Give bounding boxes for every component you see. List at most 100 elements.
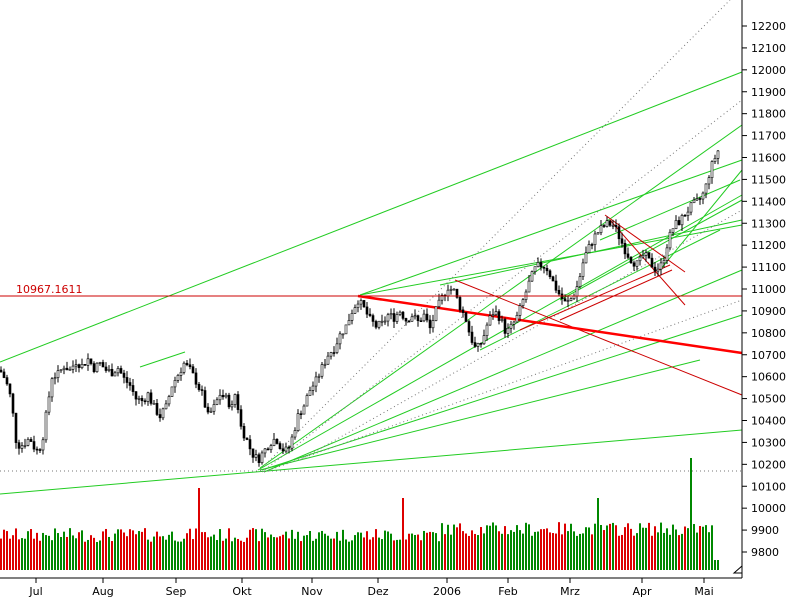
candle-body: [266, 448, 270, 451]
candle-body: [662, 260, 666, 264]
volume-bar: [312, 540, 314, 570]
volume-bar: [228, 528, 230, 570]
volume-bar: [474, 533, 476, 570]
volume-bar: [195, 528, 197, 570]
candle-body: [455, 288, 459, 298]
volume-bar: [558, 522, 560, 570]
candle-body: [710, 161, 714, 178]
volume-bar: [96, 541, 98, 570]
candle-body: [623, 243, 627, 255]
volume-bar: [180, 541, 182, 570]
candle-body: [98, 362, 102, 364]
candle-body: [317, 375, 321, 378]
candle-body: [704, 183, 708, 194]
candle-body: [0, 369, 3, 373]
candle-body: [563, 298, 567, 302]
volume-bar: [444, 534, 446, 570]
volume-bar: [333, 538, 335, 570]
candle-body: [155, 403, 159, 415]
candle-body: [200, 389, 204, 391]
volume-bar: [258, 541, 260, 570]
candle-body: [92, 363, 96, 373]
candle-body: [128, 382, 132, 386]
volume-bar: [36, 532, 38, 570]
x-tick-label: Dez: [367, 585, 388, 598]
trend-lines: [0, 0, 743, 495]
candle-body: [467, 321, 471, 333]
volume-bar: [264, 532, 266, 570]
green-trend-line: [259, 359, 701, 471]
volume-bar: [21, 538, 23, 570]
candle-body: [146, 392, 150, 402]
candle-body: [272, 438, 276, 446]
candle-body: [164, 403, 168, 410]
candle-body: [713, 158, 717, 162]
volume-bar: [528, 524, 530, 570]
volume-bar: [555, 533, 557, 570]
candle-body: [632, 262, 636, 267]
volume-bar: [414, 534, 416, 570]
volume-bar: [27, 531, 29, 570]
candle-body: [437, 299, 441, 308]
candle-body: [170, 386, 174, 397]
y-axis-ticks: 12200 12100 12000 11900 11800 11700 11600 11500…: [742, 20, 786, 559]
candle-body: [614, 224, 618, 228]
volume-bar: [330, 538, 332, 570]
volume-bar: [105, 528, 107, 570]
y-tick-label: 11500: [751, 173, 786, 186]
candle-body: [602, 225, 606, 227]
volume-bar: [294, 538, 296, 570]
volume-bar: [384, 530, 386, 570]
volume-bar: [522, 533, 524, 570]
green-trend-line: [559, 199, 743, 301]
volume-bar: [207, 537, 209, 570]
volume-bar: [222, 540, 224, 570]
volume-bar: [510, 530, 512, 570]
candle-body: [521, 299, 525, 307]
candle-body: [371, 315, 375, 322]
volume-bar: [147, 539, 149, 570]
candle-body: [398, 311, 402, 315]
candle-body: [32, 441, 36, 450]
candle-body: [284, 446, 288, 452]
volume-bar: [642, 527, 644, 570]
volume-bar: [351, 540, 353, 570]
candle-body: [446, 289, 450, 297]
candle-body: [338, 333, 342, 345]
candle-body: [17, 442, 21, 449]
candle-body: [395, 314, 399, 322]
candle-body: [356, 303, 360, 308]
candle-body: [425, 313, 429, 321]
candle-body: [392, 313, 396, 322]
candle-body: [59, 369, 63, 372]
candle-body: [506, 327, 510, 334]
x-tick-label: Sep: [166, 585, 187, 598]
candle-body: [314, 376, 318, 387]
volume-bar: [177, 541, 179, 570]
volume-bar: [198, 488, 200, 570]
volume-bar: [45, 535, 47, 570]
candle-body: [281, 448, 285, 452]
volume-bar: [87, 539, 89, 570]
volume-bar: [138, 531, 140, 570]
volume-bar: [90, 535, 92, 570]
volume-bar: [378, 537, 380, 570]
candle-body: [113, 372, 117, 377]
candle-body: [533, 266, 537, 272]
volume-bar: [495, 525, 497, 570]
y-tick-label: 10100: [751, 480, 786, 493]
candle-body: [695, 198, 699, 201]
x-axis-ticks: Jul Aug Sep Okt Nov Dez 2006 Feb Mrz Apr Mai: [28, 578, 714, 598]
volume-bar: [168, 534, 170, 570]
volume-bar: [711, 525, 713, 570]
candle-body: [581, 262, 585, 277]
volume-bar: [93, 537, 95, 570]
volume-bar: [468, 535, 470, 570]
volume-bar: [471, 530, 473, 570]
corner-handle-icon[interactable]: [732, 564, 743, 574]
x-tick-label: 2006: [433, 585, 461, 598]
volume-bar: [63, 531, 65, 570]
candle-body: [434, 306, 438, 321]
volume-bar: [144, 528, 146, 570]
